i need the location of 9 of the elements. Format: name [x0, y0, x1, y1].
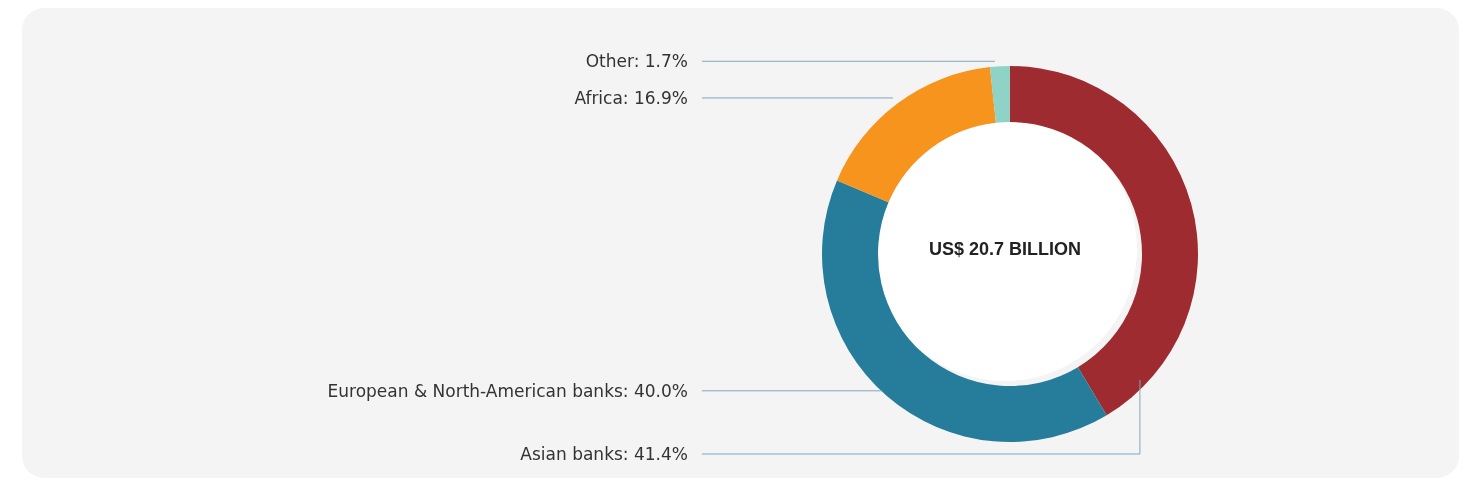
donut-slice: [1010, 66, 1198, 416]
donut-slice: [837, 67, 996, 203]
text: US$ 20.7 BILLION: [928, 239, 1082, 259]
slice-label: Africa: 16.9%: [574, 87, 688, 108]
donut-slice: [822, 180, 1107, 442]
donut-slice: [989, 66, 1010, 123]
slice-label: European & North-American banks: 40.0%: [327, 380, 688, 401]
slice-label: Other: 1.7%: [585, 51, 688, 72]
slice-label: Asian banks: 41.4%: [520, 444, 688, 464]
